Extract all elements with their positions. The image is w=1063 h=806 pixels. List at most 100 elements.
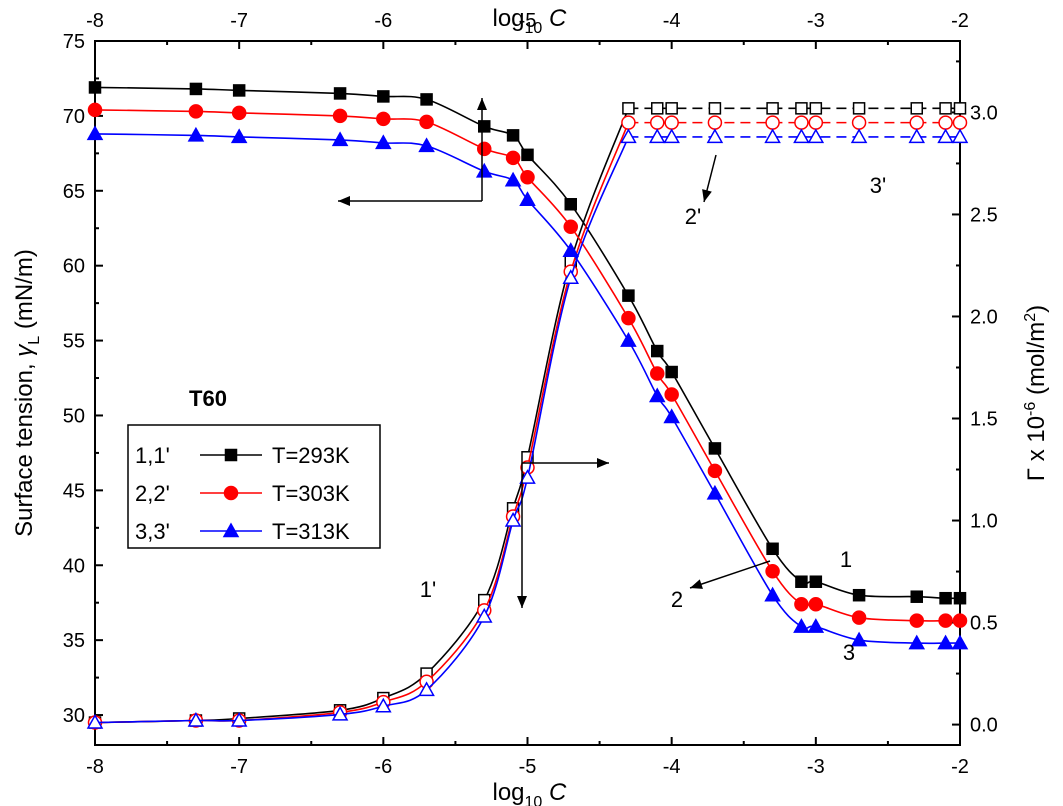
- surface-excess-point: [519, 469, 536, 484]
- surface-excess-point: [794, 115, 809, 130]
- surface-tension-point: [333, 87, 347, 100]
- x-top-tick-label: -5: [519, 10, 537, 32]
- arrow-label-2: [689, 560, 771, 589]
- surface-excess-point: [650, 115, 665, 130]
- y-left-tick-label: 45: [63, 480, 85, 502]
- x-top-tick-label: -3: [807, 10, 825, 32]
- curve-label-2prime: 2': [685, 204, 701, 229]
- y-right-tick-label: 1.5: [970, 409, 998, 431]
- surface-tension-point: [939, 591, 952, 605]
- surface-tension-point: [952, 613, 968, 628]
- x-top-tick-label: -7: [230, 10, 248, 32]
- surface-excess-point: [706, 128, 724, 144]
- surface-excess-point: [665, 102, 678, 115]
- legend-label: T=293K: [272, 443, 350, 468]
- surface-tension-point: [232, 84, 246, 97]
- surface-excess-point: [230, 711, 248, 727]
- surface-tension-point: [663, 408, 680, 424]
- surface-tension-point: [910, 590, 923, 603]
- surface-tension-point: [419, 114, 434, 130]
- surface-tension-point: [519, 191, 536, 207]
- surface-excess-point: [765, 115, 780, 130]
- curve-label-2: 2: [671, 587, 683, 612]
- surface-tension-point: [478, 120, 491, 133]
- surface-excess-point: [937, 128, 954, 144]
- surface-excess-point: [562, 269, 580, 284]
- y-right-tick-label: 0.0: [970, 715, 998, 737]
- surface-excess-point: [807, 128, 825, 144]
- surface-tension-point: [621, 310, 636, 326]
- surface-excess-point: [648, 128, 666, 144]
- annotation-layer: 1 2 3 1' 2' 3': [338, 98, 886, 665]
- surface-tension-point: [331, 131, 349, 147]
- surface-tension-point: [938, 613, 953, 628]
- curve-label-1prime: 1': [420, 577, 436, 602]
- surface-tension-point: [937, 634, 954, 650]
- legend-marker: [222, 522, 240, 538]
- surface-tension-point: [665, 365, 678, 379]
- surface-tension-point: [564, 198, 577, 211]
- legend-marker: [224, 448, 238, 462]
- legend-title: T60: [189, 386, 227, 411]
- surface-tension-point: [620, 332, 637, 347]
- legend-label: T=313K: [272, 519, 350, 544]
- surface-excess-point: [418, 681, 435, 697]
- y-left-tick-label: 75: [63, 31, 85, 53]
- y-left-tick-label: 55: [63, 331, 85, 353]
- surface-tension-point: [86, 125, 104, 141]
- surface-excess-point: [475, 607, 493, 623]
- surface-tension-point: [851, 610, 867, 625]
- surface-tension-point: [908, 634, 926, 650]
- surface-tension-point: [231, 105, 247, 121]
- y-right-tick-label: 2.5: [970, 204, 998, 226]
- legend: T60 1,1' T=293K 2,2' T=303K 3,3' T=313K: [127, 386, 381, 549]
- surface-excess-line: [94, 136, 630, 724]
- surface-excess-point: [375, 697, 392, 713]
- surface-tension-point: [332, 108, 348, 124]
- surface-tension-point: [375, 134, 392, 150]
- surface-excess-point: [851, 115, 867, 130]
- surface-excess-point: [622, 102, 635, 115]
- surface-excess-point: [952, 115, 968, 130]
- surface-tension-point: [477, 141, 492, 157]
- legend-marker: [223, 485, 239, 501]
- surface-excess-point: [621, 115, 636, 130]
- surface-tension-point: [504, 171, 522, 187]
- curve-label-3: 3: [843, 640, 855, 665]
- surface-excess-point: [663, 128, 680, 144]
- surface-excess-point: [809, 102, 823, 115]
- series-layer: [86, 81, 969, 730]
- arrow-label-2-head: [690, 579, 703, 589]
- surface-tension-point: [794, 596, 809, 612]
- surface-excess-point: [852, 102, 866, 115]
- surface-tension-point: [766, 542, 779, 556]
- surface-tension-point: [418, 137, 435, 153]
- surface-excess-point: [187, 711, 205, 727]
- surface-tension-point: [807, 618, 825, 633]
- y-left-tick-label: 50: [63, 405, 85, 427]
- surface-tension-point: [230, 128, 248, 144]
- surface-tension-point: [706, 484, 724, 500]
- surface-tension-point: [850, 631, 868, 647]
- x-top-tick-label: -4: [663, 10, 681, 32]
- surface-excess-point: [938, 115, 953, 130]
- surface-tension-point: [795, 575, 808, 588]
- x-top-tick-label: -6: [374, 10, 392, 32]
- surface-excess-point: [708, 102, 722, 115]
- y-left-tick-label: 70: [63, 106, 85, 128]
- y-right-tick-label: 2.0: [970, 306, 998, 328]
- surface-tension-point: [664, 387, 679, 402]
- surface-tension-point: [189, 82, 203, 96]
- surface-excess-point: [331, 705, 349, 721]
- surface-excess-point: [86, 714, 104, 729]
- surface-excess-point: [504, 512, 522, 527]
- surface-tension-point: [764, 586, 781, 602]
- surface-tension-point: [651, 344, 664, 358]
- y-left-tick-label: 60: [63, 256, 85, 278]
- surface-tension-point: [505, 150, 521, 166]
- surface-tension-point: [188, 104, 204, 119]
- surface-excess-point: [764, 128, 781, 144]
- surface-tension-point: [852, 588, 866, 602]
- surface-excess-point: [664, 115, 679, 130]
